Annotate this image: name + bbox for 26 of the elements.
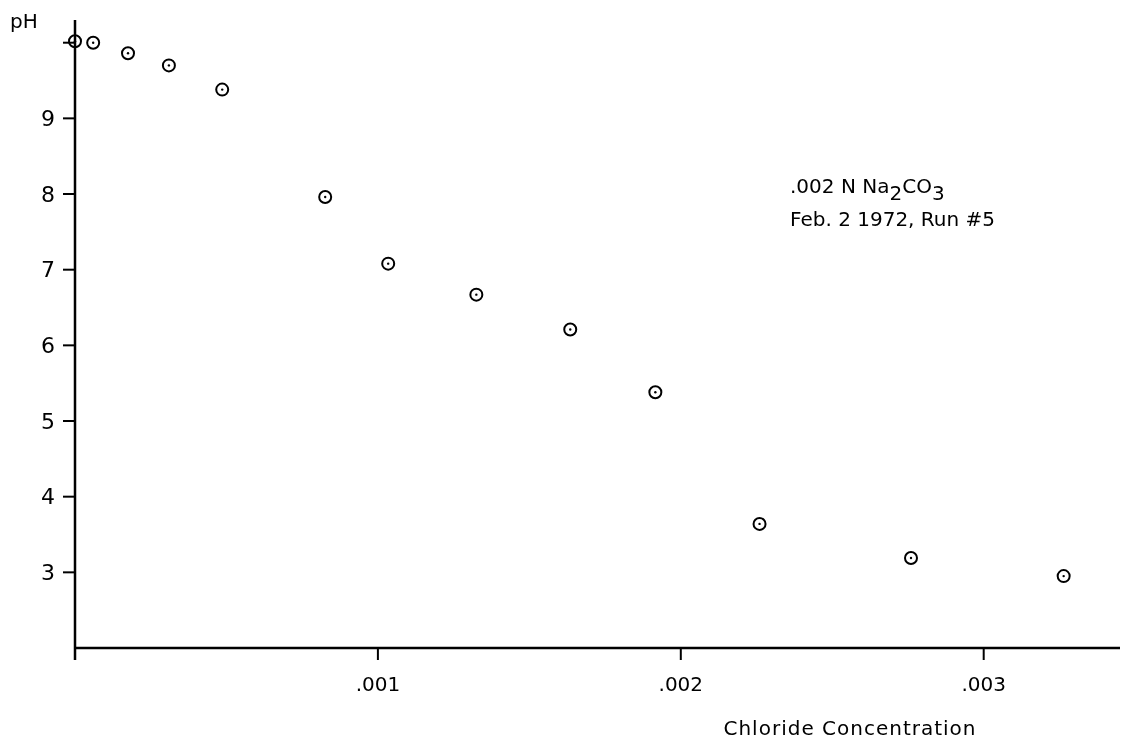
point <box>121 46 136 61</box>
x-tick-label: .003 <box>961 672 1006 696</box>
point <box>752 516 767 531</box>
x-axis-title: Chloride Concentration <box>723 716 977 740</box>
point <box>161 58 176 73</box>
y-tick-label: 8 <box>41 181 55 207</box>
point <box>469 287 484 302</box>
x-tick-label: .002 <box>658 672 704 696</box>
point <box>648 385 663 400</box>
y-tick-label: 9 <box>41 106 55 132</box>
point <box>68 34 82 49</box>
point <box>904 550 918 565</box>
point <box>1056 569 1071 584</box>
y-tick-label: 4 <box>41 484 55 510</box>
point <box>318 190 333 205</box>
y-tick-label: 3 <box>41 560 55 586</box>
point <box>563 322 578 337</box>
y-tick-label: 7 <box>41 257 55 283</box>
y-tick-label: 5 <box>41 408 55 434</box>
point <box>215 82 230 97</box>
y-tick-label: 6 <box>41 333 55 359</box>
point <box>86 35 101 50</box>
y-axis-title: pH <box>10 9 38 33</box>
annotation: Feb. 2 1972, Run #5 <box>790 207 996 231</box>
x-tick-label: .001 <box>355 672 401 696</box>
point <box>381 256 396 271</box>
